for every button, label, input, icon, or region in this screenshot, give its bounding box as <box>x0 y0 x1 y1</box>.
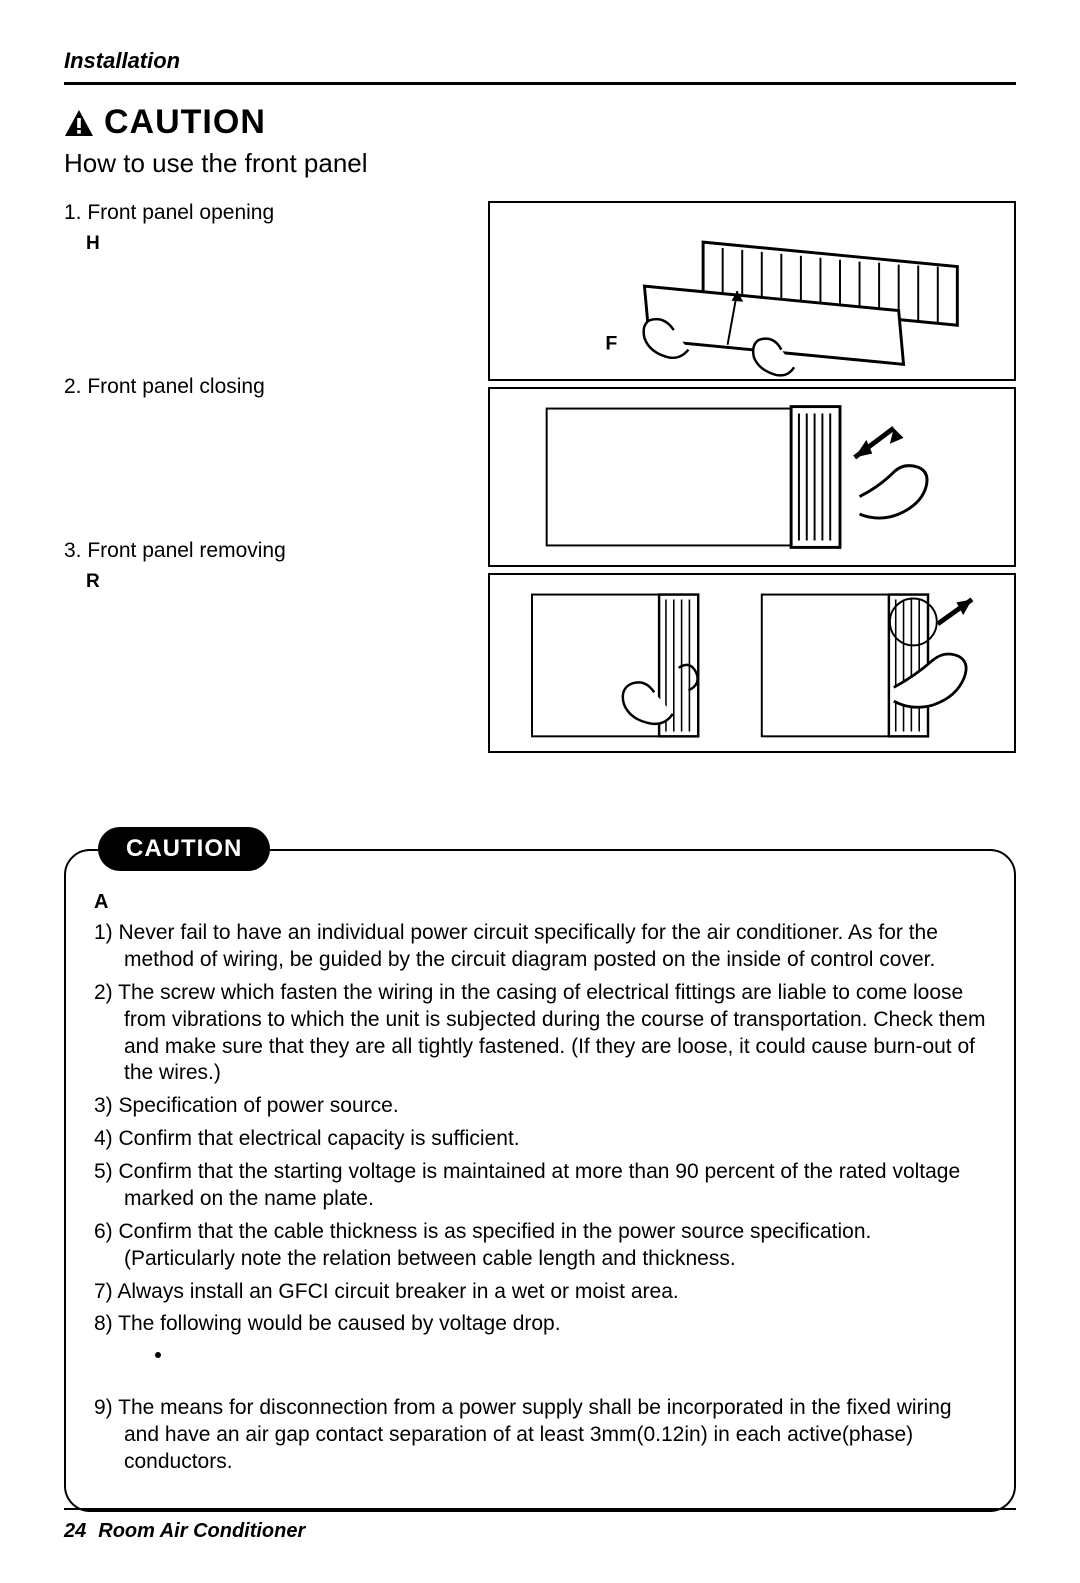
step-1: 1. Front panel opening H <box>64 201 464 255</box>
caution-subtitle: How to use the front panel <box>64 148 1016 179</box>
content-columns: 1. Front panel opening H 2. Front panel … <box>64 201 1016 759</box>
caution-item: 9) The means for disconnection from a po… <box>94 1395 986 1476</box>
figure-panel-removing <box>488 573 1016 753</box>
caution-sub-item <box>174 1342 986 1369</box>
caution-item: 4) Confirm that electrical capacity is s… <box>94 1126 986 1153</box>
caution-box-head: A <box>94 891 986 914</box>
page-footer: 24 Room Air Conditioner <box>64 1508 1016 1543</box>
caution-item: 5) Confirm that the starting voltage is … <box>94 1159 986 1213</box>
caution-pill-label: CAUTION <box>98 827 270 871</box>
warning-triangle-icon <box>64 109 94 137</box>
caution-box-wrapper: CAUTION A 1) Never fail to have an indiv… <box>64 849 1016 1512</box>
figure-panel-opening: F <box>488 201 1016 381</box>
product-name: Room Air Conditioner <box>98 1520 305 1543</box>
caution-item: 7) Always install an GFCI circuit breake… <box>94 1279 986 1306</box>
page-number: 24 <box>64 1520 86 1543</box>
caution-item: 3) Specification of power source. <box>94 1093 986 1120</box>
figure-column: F <box>488 201 1016 759</box>
caution-title-row: CAUTION <box>64 103 1016 142</box>
caution-item: 1) Never fail to have an individual powe… <box>94 920 986 974</box>
step-3: 3. Front panel removing R <box>64 539 464 593</box>
page: Installation CAUTION How to use the fron… <box>0 0 1080 1583</box>
figure-label-f: F <box>605 333 617 355</box>
step-number: 3. <box>64 539 82 562</box>
step-number: 1. <box>64 201 82 224</box>
caution-sub-bullet <box>174 1342 986 1369</box>
caution-item: 6) Confirm that the cable thickness is a… <box>94 1219 986 1273</box>
caution-item: 2) The screw which fasten the wiring in … <box>94 980 986 1088</box>
caution-item: 8) The following would be caused by volt… <box>94 1311 986 1369</box>
step-label: Front panel opening <box>87 201 274 224</box>
step-2: 2. Front panel closing <box>64 375 464 399</box>
step-subtext: H <box>86 233 464 255</box>
step-label: Front panel closing <box>87 375 264 398</box>
step-label: Front panel removing <box>87 539 285 562</box>
steps-column: 1. Front panel opening H 2. Front panel … <box>64 201 464 759</box>
caution-list: 1) Never fail to have an individual powe… <box>94 920 986 1476</box>
caution-box: A 1) Never fail to have an individual po… <box>64 849 1016 1512</box>
caution-title-text: CAUTION <box>104 103 266 142</box>
section-header: Installation <box>64 48 1016 85</box>
step-subtext: R <box>86 571 464 593</box>
step-number: 2. <box>64 375 82 398</box>
figure-panel-closing <box>488 387 1016 567</box>
